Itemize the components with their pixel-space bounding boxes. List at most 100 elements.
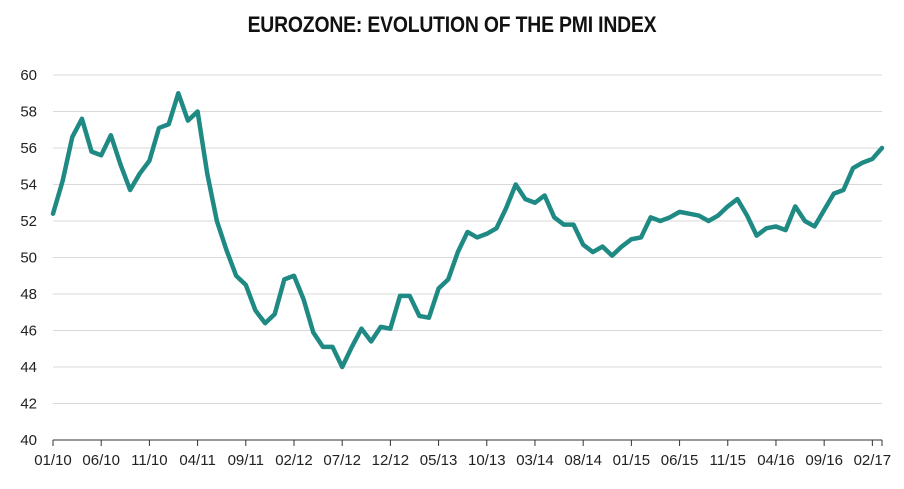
data-point xyxy=(870,157,874,161)
data-point xyxy=(61,179,65,183)
data-point xyxy=(225,248,229,252)
data-point xyxy=(70,135,74,139)
data-point xyxy=(880,146,884,150)
x-tick-label: 01/15 xyxy=(613,452,651,469)
data-point xyxy=(186,119,190,123)
data-point xyxy=(215,219,219,223)
data-point xyxy=(273,312,277,316)
data-point xyxy=(841,188,845,192)
data-point xyxy=(610,254,614,258)
x-axis-ticks: 01/10 06/10 11/10 04/11 09/11 02/12 07/12 12/12… xyxy=(34,452,891,469)
x-tick-label: 06/15 xyxy=(661,452,699,469)
y-tick-label: 40 xyxy=(20,432,37,449)
data-point xyxy=(784,228,788,232)
y-tick-label: 50 xyxy=(20,250,37,267)
axes xyxy=(52,439,883,446)
data-point xyxy=(118,162,122,166)
x-tick-label: 09/16 xyxy=(805,452,843,469)
data-point xyxy=(90,150,94,154)
data-point xyxy=(523,197,527,201)
data-point xyxy=(359,327,363,331)
data-point xyxy=(80,117,84,121)
data-point xyxy=(706,219,710,223)
data-point xyxy=(861,161,865,165)
data-point xyxy=(697,214,701,218)
data-point xyxy=(138,172,142,176)
y-axis-ticks: 40 42 44 46 48 50 52 54 56 58 60 xyxy=(20,67,37,449)
data-point xyxy=(408,294,412,298)
data-point xyxy=(446,277,450,281)
x-tick-label: 06/10 xyxy=(82,452,120,469)
data-point xyxy=(822,208,826,212)
data-point xyxy=(340,365,344,369)
data-point xyxy=(128,188,132,192)
data-point xyxy=(292,274,296,278)
data-point xyxy=(793,204,797,208)
data-point xyxy=(504,206,508,210)
chart-title: EUROZONE: EVOLUTION OF THE PMI INDEX xyxy=(247,12,657,37)
data-point xyxy=(205,172,209,176)
data-point xyxy=(735,197,739,201)
data-point xyxy=(427,316,431,320)
x-tick-label: 05/13 xyxy=(420,452,458,469)
data-point xyxy=(147,159,151,163)
data-point xyxy=(388,327,392,331)
data-point xyxy=(572,223,576,227)
x-tick-label: 02/17 xyxy=(854,452,892,469)
gridlines xyxy=(53,74,882,404)
x-tick-label: 07/12 xyxy=(323,452,361,469)
data-point xyxy=(331,345,335,349)
data-point xyxy=(552,215,556,219)
data-point xyxy=(543,193,547,197)
data-point xyxy=(494,226,498,230)
data-point xyxy=(533,201,537,205)
data-point xyxy=(379,325,383,329)
data-point xyxy=(813,224,817,228)
data-point xyxy=(417,314,421,318)
data-point xyxy=(157,126,161,130)
data-point xyxy=(398,294,402,298)
data-point xyxy=(600,245,604,249)
y-tick-label: 58 xyxy=(20,104,37,121)
data-point xyxy=(253,308,257,312)
x-tick-label: 03/14 xyxy=(516,452,554,469)
x-tick-label: 09/11 xyxy=(228,452,264,469)
data-point xyxy=(234,274,238,278)
data-point xyxy=(687,212,691,216)
data-point xyxy=(456,250,460,254)
data-point xyxy=(620,245,624,249)
data-point xyxy=(774,224,778,228)
x-tick-label: 08/14 xyxy=(564,452,602,469)
data-point xyxy=(302,297,306,301)
data-point xyxy=(678,210,682,214)
data-point xyxy=(196,110,200,114)
data-point xyxy=(437,287,441,291)
data-point xyxy=(581,243,585,247)
x-tick-label: 01/10 xyxy=(34,452,72,469)
data-point xyxy=(350,345,354,349)
x-tick-label: 04/16 xyxy=(757,452,795,469)
data-point xyxy=(629,237,633,241)
data-point xyxy=(668,215,672,219)
y-tick-label: 54 xyxy=(20,177,37,194)
data-point xyxy=(726,204,730,208)
y-tick-label: 56 xyxy=(20,140,37,157)
data-point xyxy=(591,250,595,254)
data-point xyxy=(167,122,171,126)
data-point xyxy=(109,133,113,137)
data-point xyxy=(562,223,566,227)
data-point xyxy=(658,219,662,223)
series-layer xyxy=(50,91,885,370)
y-tick-label: 60 xyxy=(20,67,37,84)
y-tick-label: 42 xyxy=(20,396,37,413)
y-tick-label: 48 xyxy=(20,286,37,303)
data-point xyxy=(755,234,759,238)
data-point xyxy=(466,230,470,234)
y-tick-label: 44 xyxy=(20,359,37,376)
data-point xyxy=(803,219,807,223)
series-line xyxy=(50,91,885,370)
data-point xyxy=(99,153,103,157)
data-point xyxy=(475,235,479,239)
data-point xyxy=(745,214,749,218)
